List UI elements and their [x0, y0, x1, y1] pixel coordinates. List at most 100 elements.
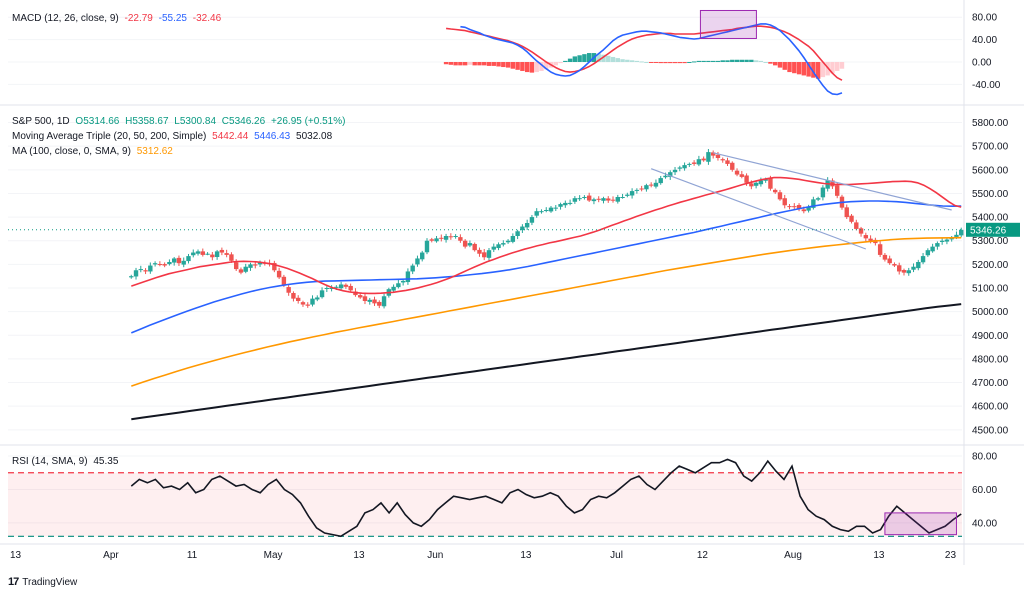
- candle-body: [687, 163, 692, 165]
- candle-body: [601, 198, 606, 201]
- candle-body: [854, 222, 859, 229]
- macd-histogram-bar: [653, 62, 659, 63]
- candle-body: [591, 199, 597, 202]
- candle-body: [472, 243, 477, 251]
- candle-body: [572, 198, 578, 202]
- candle-body: [181, 260, 186, 265]
- candle-body: [792, 206, 797, 208]
- candle-body: [925, 250, 931, 256]
- macd-histogram-bar: [529, 62, 535, 73]
- candle-body: [610, 199, 616, 201]
- macd-histogram-bar: [753, 60, 759, 62]
- macd-histogram-bar: [453, 62, 458, 66]
- price-ytick-tick-label: 5500.00: [972, 189, 1009, 200]
- candle-body: [544, 210, 549, 211]
- price-ytick-tick-label: 4900.00: [972, 331, 1009, 342]
- macd-histogram-bar: [577, 55, 582, 62]
- ohlc-open: O5314.66: [75, 116, 120, 127]
- macd-histogram-bar: [663, 62, 668, 64]
- candle-body: [420, 252, 425, 260]
- candle-body: [763, 179, 768, 181]
- candle-body: [553, 207, 558, 209]
- ma-triple-legend: Moving Average Triple (20, 50, 200, Simp…: [12, 130, 335, 143]
- candle-body: [467, 243, 473, 246]
- macd-histogram-bar: [625, 59, 630, 62]
- candle-body: [815, 198, 821, 200]
- candle-body: [930, 246, 935, 252]
- price-ytick-tick-label: 4500.00: [972, 425, 1009, 436]
- candle-body: [849, 215, 854, 222]
- price-ytick-tick-label: 5000.00: [972, 307, 1009, 318]
- candle-body: [458, 237, 463, 241]
- candle-body: [381, 296, 387, 307]
- candle-body: [534, 211, 539, 216]
- price-ytick-tick-label: 5100.00: [972, 284, 1009, 295]
- candle-body: [400, 280, 406, 283]
- x-tick-label: May: [264, 550, 283, 561]
- x-tick-label: 13: [873, 550, 885, 561]
- candle-body: [510, 236, 516, 242]
- macd-histogram-bar: [634, 60, 640, 62]
- candle-body: [749, 183, 754, 187]
- candle-body: [620, 197, 625, 198]
- candle-body: [477, 249, 482, 254]
- candle-body: [539, 211, 544, 213]
- candle-body: [835, 185, 840, 196]
- macd-histogram-bar: [677, 62, 682, 64]
- candle-body: [677, 167, 682, 169]
- candle-body: [844, 207, 849, 218]
- price-ytick-tick-label: 4800.00: [972, 354, 1009, 365]
- candle-body: [892, 264, 897, 266]
- x-tick-label: Aug: [784, 550, 802, 561]
- candle-body: [372, 299, 377, 304]
- candle-body: [205, 253, 210, 255]
- candle-body: [858, 228, 864, 234]
- candle-body: [672, 169, 678, 173]
- candle-body: [935, 243, 940, 247]
- tradingview-logo-text: TradingView: [22, 576, 78, 588]
- candle-body: [305, 304, 310, 306]
- price-ytick-tick-label: 4700.00: [972, 378, 1009, 389]
- macd-histogram-bar: [720, 60, 725, 62]
- ma100-line: [131, 236, 962, 387]
- candle-body: [959, 229, 964, 236]
- candle-body: [563, 202, 568, 206]
- macd-histogram-bar: [811, 62, 816, 78]
- x-tick-label: 23: [945, 550, 957, 561]
- macd-histogram-bar: [472, 62, 477, 66]
- candle-body: [877, 244, 883, 255]
- candle-body: [629, 191, 635, 196]
- candle-body: [224, 253, 229, 255]
- candle-body: [663, 175, 668, 178]
- price-ytick-tick-label: 5200.00: [972, 260, 1009, 271]
- candle-body: [524, 223, 530, 228]
- candle-body: [377, 301, 382, 306]
- candle-body: [129, 276, 134, 278]
- candle-body: [229, 254, 234, 261]
- macd-histogram-bar: [792, 62, 797, 74]
- candle-body: [257, 262, 263, 265]
- x-tick-label: 11: [187, 550, 198, 561]
- macd-histogram-bar: [687, 62, 692, 63]
- candle-body: [582, 197, 587, 198]
- candle-body: [706, 152, 711, 162]
- macd-histogram-bar: [582, 54, 587, 62]
- candle-body: [171, 258, 177, 263]
- rsi-title: RSI (14, SMA, 9): [12, 456, 88, 467]
- candle-body: [901, 270, 907, 273]
- macd-ytick-tick-label: 0.00: [972, 58, 992, 69]
- candle-body: [482, 252, 487, 258]
- macd-value-hist: -22.79: [124, 13, 153, 24]
- candle-body: [820, 187, 826, 198]
- macd-histogram-bar: [682, 62, 687, 64]
- candle-body: [200, 251, 205, 255]
- macd-histogram-bar: [620, 59, 625, 62]
- last-price-badge: [966, 222, 1020, 237]
- macd-histogram-bar: [572, 56, 578, 62]
- candle-body: [529, 217, 535, 223]
- candle-body: [191, 252, 196, 256]
- macd-histogram-bar: [482, 62, 487, 66]
- candle-body: [887, 258, 892, 264]
- macd-line: [460, 23, 843, 96]
- candle-body: [682, 165, 687, 169]
